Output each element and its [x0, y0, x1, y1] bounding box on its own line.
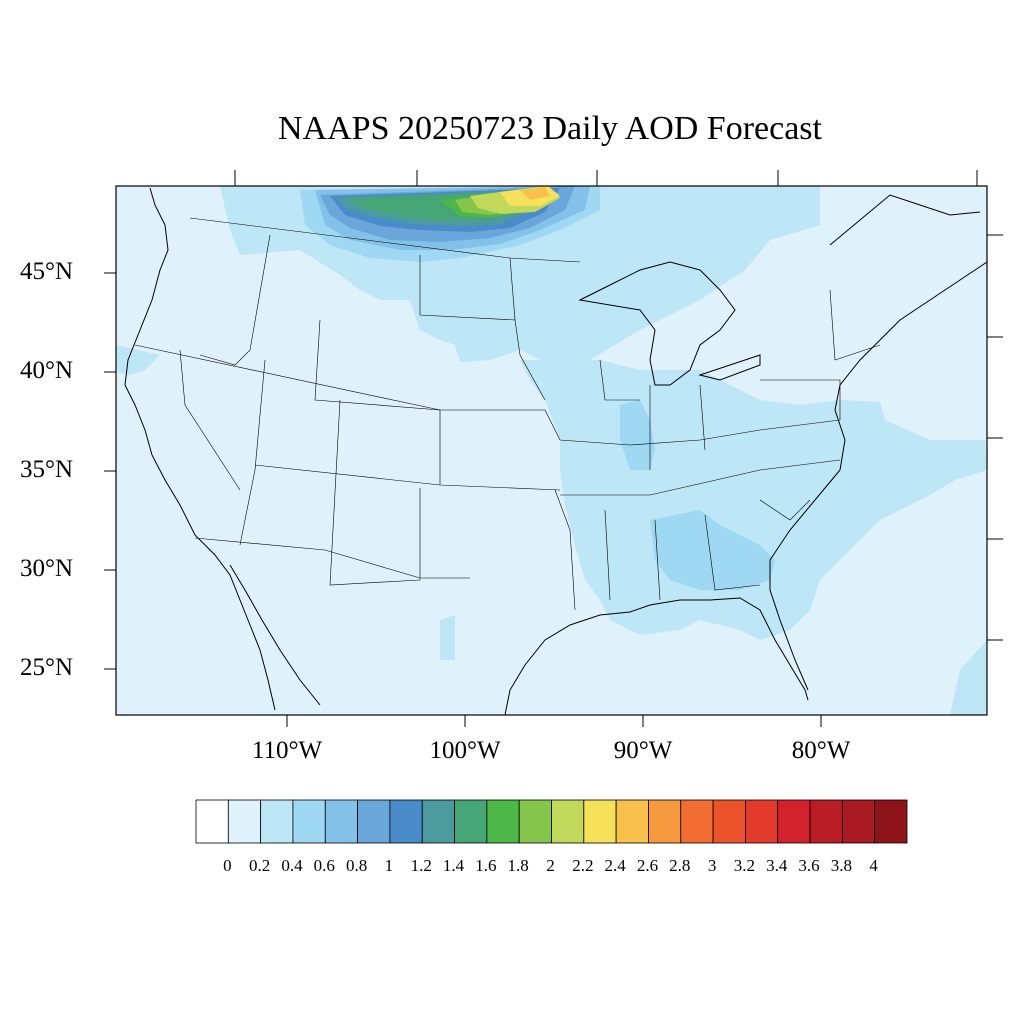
- baja-coastline: [229, 564, 321, 706]
- map-frame: [115, 185, 988, 716]
- colorbar-swatch: [874, 799, 908, 844]
- lat-label-45: 45°N: [20, 258, 74, 285]
- colorbar-tick-label: 0.2: [249, 856, 271, 875]
- colorbar-tick-label: 3.8: [830, 856, 852, 875]
- colorbar-tick-label: 2.6: [636, 856, 659, 875]
- colorbar-swatch: [712, 799, 746, 844]
- bottom-ticks: [286, 715, 822, 727]
- lat-label-35: 35°N: [20, 456, 74, 483]
- colorbar-swatch: [583, 799, 617, 844]
- aod-region-plume-peak2: [520, 187, 550, 200]
- colorbar-tick-label: 0.4: [281, 856, 303, 875]
- great-lakes: [578, 261, 736, 386]
- lat-label-25: 25°N: [20, 654, 74, 681]
- left-ticks: [104, 272, 116, 670]
- lon-label-110: 110°W: [251, 737, 323, 764]
- colorbar-tick-label: 2.2: [572, 856, 594, 875]
- aod-region-caribbean: [950, 640, 987, 715]
- colorbar-tick-label: 3: [707, 856, 717, 875]
- canada-coast: [829, 194, 981, 246]
- state-borders: [134, 217, 881, 611]
- map-title: NAAPS 20250723 Daily AOD Forecast: [278, 110, 822, 147]
- colorbar-swatch: [260, 799, 294, 844]
- colorbar-swatch: [292, 799, 326, 844]
- colorbar-tick-label: 3.2: [733, 856, 756, 875]
- aod-plumes: [116, 186, 987, 715]
- colorbar-tick-label: 3.4: [766, 856, 788, 875]
- east-coastline: [769, 261, 987, 691]
- aod-region-gulf-south: [440, 615, 455, 660]
- colorbar-tick-label: 0: [223, 856, 232, 875]
- lat-label-30: 30°N: [20, 555, 74, 582]
- gulf-coastline: [504, 597, 809, 715]
- right-ticks: [987, 234, 1003, 641]
- colorbar-swatch: [454, 799, 488, 844]
- colorbar-tick-label: 3.6: [798, 856, 820, 875]
- colorbar-tick-label: 2.4: [604, 856, 626, 875]
- colorbar-swatch: [486, 799, 520, 844]
- colorbar-tick-label: 0.6: [313, 856, 335, 875]
- colorbar-tick-label: 1.4: [442, 856, 465, 875]
- colorbar-tick-label: 4: [869, 856, 878, 875]
- colorbar-swatch: [195, 799, 229, 844]
- colorbar-swatch: [389, 799, 423, 844]
- colorbar-swatch: [841, 799, 876, 844]
- aod-region-southeast: [650, 510, 775, 590]
- colorbar-swatch: [551, 799, 585, 844]
- colorbar-swatch: [421, 799, 455, 844]
- colorbar-swatch: [809, 799, 843, 844]
- west-coastline: [124, 187, 276, 711]
- colorbar-swatch: [518, 799, 552, 844]
- colorbar-swatch: [648, 799, 682, 844]
- lon-label-80: 80°W: [791, 737, 851, 764]
- colorbar-swatch: [357, 799, 391, 844]
- colorbar-swatch: [680, 799, 714, 844]
- lat-label-40: 40°N: [20, 357, 74, 384]
- colorbar-tick-label: 1.2: [410, 856, 432, 875]
- lon-label-100: 100°W: [429, 737, 501, 764]
- colorbar-tick-label: 2.8: [669, 856, 691, 875]
- top-ticks: [234, 170, 978, 186]
- colorbar-tick-label: 1.6: [475, 856, 497, 875]
- colorbar-tick-label: 1: [384, 856, 394, 875]
- colorbar-swatch: [227, 799, 262, 844]
- colorbar: [195, 799, 908, 844]
- coastlines: [124, 187, 987, 715]
- colorbar-tick-label: 2: [546, 856, 555, 875]
- colorbar-tick-label: 1.8: [507, 856, 529, 875]
- lake-erie: [698, 354, 761, 381]
- lon-label-90: 90°W: [613, 737, 673, 764]
- colorbar-swatch: [324, 799, 358, 844]
- colorbar-swatch: [745, 799, 779, 844]
- colorbar-tick-label: 0.8: [345, 856, 368, 875]
- colorbar-swatch: [615, 799, 649, 844]
- colorbar-swatch: [777, 799, 811, 844]
- aod-region-ohio-valley: [620, 400, 655, 470]
